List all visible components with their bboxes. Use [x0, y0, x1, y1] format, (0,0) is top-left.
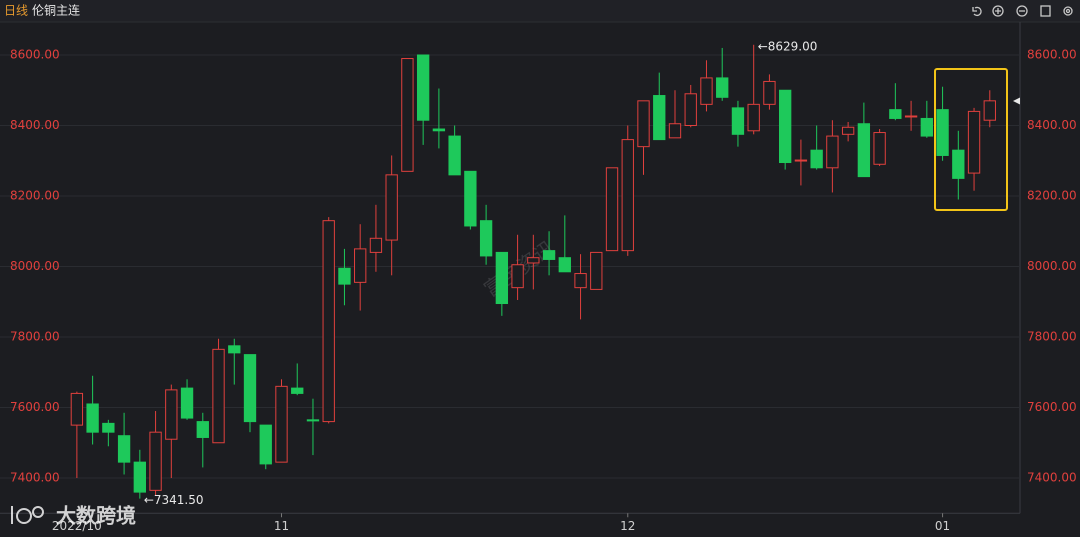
- candle-body: [86, 403, 99, 433]
- candle-body: [102, 422, 115, 433]
- candle-body: [511, 264, 524, 289]
- candle-body: [117, 435, 131, 463]
- y-tick-label: 8400.00: [10, 118, 60, 132]
- candle-body: [763, 80, 776, 105]
- candle-body: [716, 77, 729, 98]
- watermark: 大数跨境: [56, 504, 136, 528]
- candle-body: [401, 58, 414, 172]
- logo: [11, 506, 44, 524]
- candle-body: [416, 54, 430, 121]
- y2-tick-label: 8400.00: [1027, 118, 1077, 132]
- y2-tick-label: 8600.00: [1027, 48, 1077, 62]
- candle-body: [259, 424, 272, 465]
- candle-body: [574, 273, 587, 289]
- y-tick-label: 7400.00: [10, 471, 60, 485]
- candle-body: [684, 93, 697, 127]
- candle-body: [165, 389, 178, 440]
- grid: 7400.00 7400.00 7600.00 7600.00 7800.00 7800.…: [0, 22, 1077, 533]
- candle-body: [904, 115, 918, 118]
- candle-body: [810, 149, 823, 169]
- candle-body: [952, 149, 965, 179]
- candle-body: [826, 135, 839, 169]
- candle-body: [731, 107, 745, 135]
- candle-body: [275, 385, 288, 463]
- candle-body: [794, 159, 808, 162]
- candle-body: [70, 392, 84, 426]
- candle-body: [747, 103, 760, 132]
- candle-body: [637, 100, 650, 148]
- candle-body: [841, 126, 855, 135]
- candle-body: [291, 387, 304, 394]
- highlight-box: [934, 68, 1008, 211]
- candle-body: [495, 251, 509, 305]
- candle-body: [479, 220, 493, 257]
- candle-body: [700, 77, 713, 105]
- candle-body: [527, 257, 540, 264]
- candle-body: [653, 95, 666, 141]
- candle-body: [306, 419, 320, 422]
- candle-body: [668, 123, 682, 139]
- candle-body: [243, 354, 257, 423]
- candle-body: [779, 89, 792, 164]
- candle-body: [385, 174, 398, 241]
- candle-body: [857, 123, 871, 178]
- symbol-label: 伦铜主连: [32, 3, 80, 18]
- candle-body: [936, 109, 949, 156]
- extreme-annotation: ←8629.00: [758, 39, 818, 53]
- extreme-annotation: ←7341.50: [144, 493, 204, 507]
- zoom-out-icon[interactable]: [1016, 5, 1028, 17]
- candle-body: [464, 170, 477, 227]
- period-label: 日线: [4, 4, 28, 18]
- candle-body: [180, 387, 194, 419]
- candle-body: [873, 132, 886, 165]
- toolbar: [972, 5, 1073, 17]
- x-tick-label: 11: [274, 519, 289, 533]
- y2-tick-label: 8000.00: [1027, 259, 1077, 273]
- x-tick-label: 12: [620, 519, 635, 533]
- y-tick-label: 8600.00: [10, 48, 60, 62]
- candle-body: [196, 421, 209, 438]
- y2-tick-label: 7800.00: [1027, 330, 1077, 344]
- settings-icon[interactable]: [1063, 6, 1073, 16]
- candle-body: [967, 110, 981, 174]
- header-bar: [0, 0, 1080, 22]
- candle-body: [590, 251, 603, 290]
- x-tick-label: 01: [935, 519, 950, 533]
- candle-body: [432, 128, 446, 132]
- candles: ←8629.00 ←7341.50: [70, 39, 996, 507]
- candle-body: [448, 135, 461, 176]
- layout-icon[interactable]: [1040, 5, 1051, 17]
- candle-body: [605, 167, 619, 252]
- y2-tick-label: 8200.00: [1027, 189, 1077, 203]
- candle-body: [133, 461, 146, 493]
- candle-body: [322, 220, 335, 423]
- candle-body: [212, 348, 225, 444]
- candle-body: [889, 109, 902, 119]
- y2-tick-label: 7600.00: [1027, 400, 1077, 414]
- candle-body: [621, 139, 634, 252]
- candle-body: [542, 250, 556, 260]
- candle-body: [983, 100, 996, 121]
- reset-icon[interactable]: [972, 6, 982, 17]
- candle-body: [228, 345, 241, 354]
- y-tick-label: 8000.00: [10, 259, 60, 273]
- last-price-marker: [1013, 97, 1020, 105]
- candle-body: [558, 257, 571, 273]
- candle-body: [149, 431, 162, 491]
- candle-body: [354, 248, 367, 283]
- y-tick-label: 7600.00: [10, 400, 60, 414]
- candle-body: [369, 237, 383, 253]
- zoom-in-icon[interactable]: [992, 5, 1004, 17]
- y-tick-label: 8200.00: [10, 189, 60, 203]
- y2-tick-label: 7400.00: [1027, 471, 1077, 485]
- candle-body: [920, 117, 933, 137]
- x-tick-label: 2022/10: [52, 519, 102, 533]
- y-tick-label: 7800.00: [10, 330, 60, 344]
- candle-body: [338, 267, 351, 285]
